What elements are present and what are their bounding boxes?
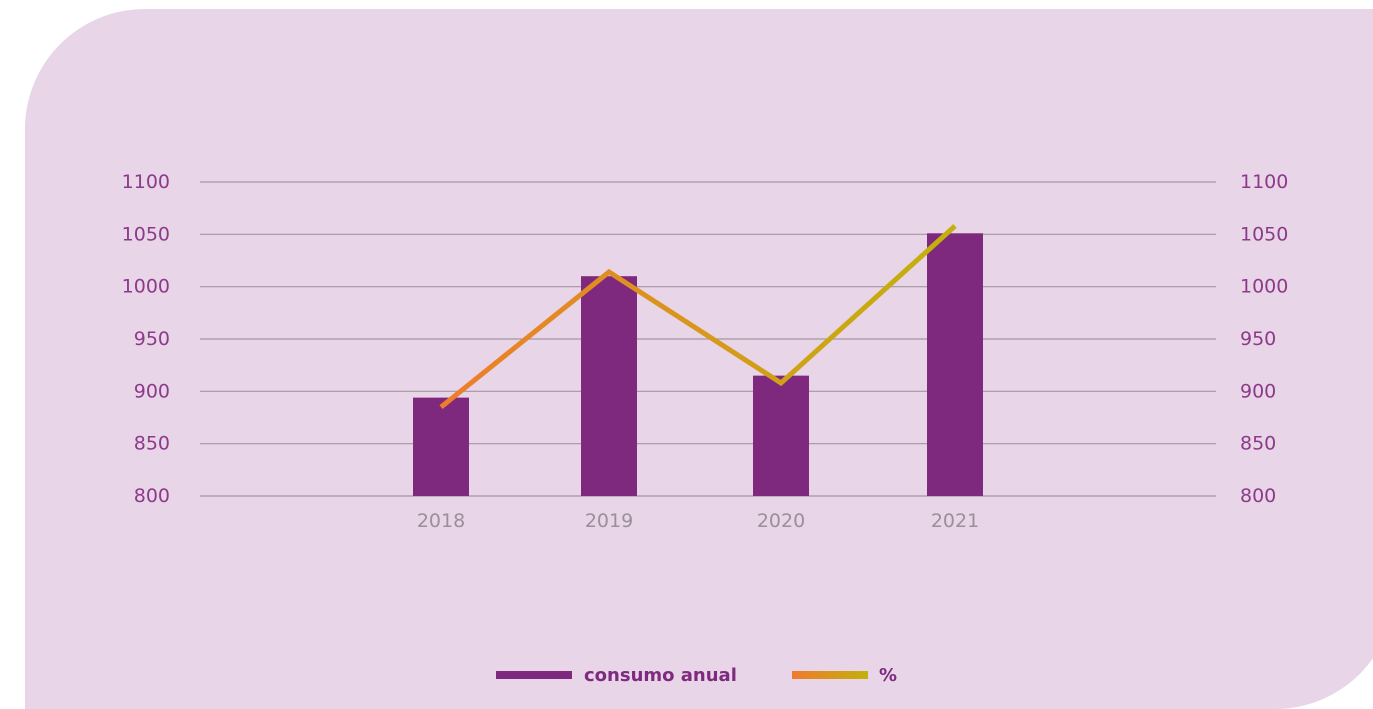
y-tick-left: 1000 [122,276,170,298]
y-tick-left: 1050 [122,223,170,245]
legend-label-bars: consumo anual [584,665,737,686]
y-tick-right: 950 [1240,328,1276,350]
bars [413,233,983,496]
line-percent [439,224,957,409]
legend: consumo anual % [496,665,897,686]
y-axis-left: 800 850 900 950 1000 1050 1100 [122,171,170,507]
gridlines [200,181,1216,497]
bar-2020 [753,375,809,496]
legend-label-line: % [879,665,897,686]
y-tick-right: 1000 [1240,276,1288,298]
legend-swatch-line [792,671,868,679]
bar-2021 [927,233,983,496]
y-tick-left: 850 [134,433,170,455]
y-axis-right: 800 850 900 950 1000 1050 1100 [1240,171,1288,507]
y-tick-left: 900 [134,380,170,402]
bar-2019 [581,276,637,496]
x-axis: 2018 2019 2020 2021 [417,510,979,532]
y-tick-left: 1100 [122,171,170,193]
chart-card [25,9,1373,709]
legend-swatch-bars [496,671,572,679]
x-tick-2019: 2019 [585,510,633,532]
x-tick-2018: 2018 [417,510,465,532]
y-tick-right: 1050 [1240,223,1288,245]
y-tick-right: 800 [1240,485,1276,507]
y-tick-left: 800 [134,485,170,507]
bar-2018 [413,397,469,496]
y-tick-right: 900 [1240,380,1276,402]
y-tick-left: 950 [134,328,170,350]
line-series [439,224,957,409]
y-tick-right: 850 [1240,433,1276,455]
x-tick-2020: 2020 [757,510,805,532]
x-tick-2021: 2021 [931,510,979,532]
y-tick-right: 1100 [1240,171,1288,193]
